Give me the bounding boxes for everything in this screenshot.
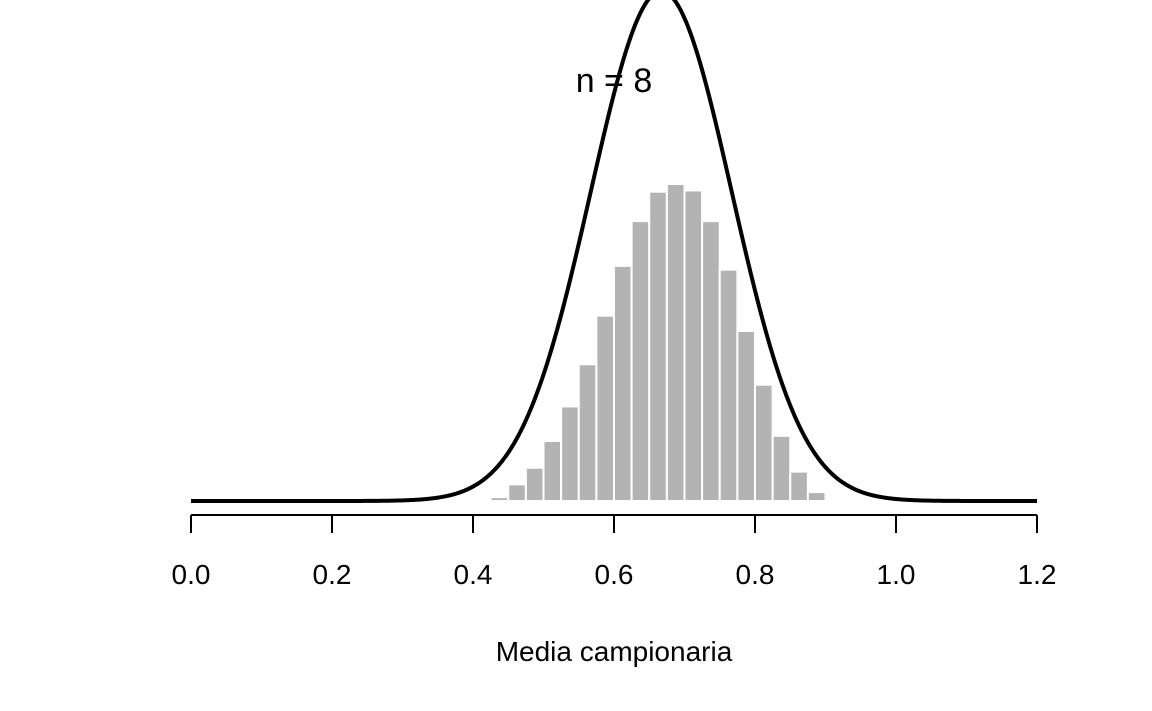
x-tick-label: 0.2: [313, 559, 352, 590]
density-curve: [191, 0, 1037, 503]
histogram-bar: [595, 314, 615, 502]
histogram-bar: [542, 439, 563, 502]
histogram-bar: [736, 330, 756, 502]
histogram-bar: [577, 363, 598, 502]
histogram-bar: [489, 496, 510, 502]
histogram-bar: [718, 268, 739, 502]
histogram-bar: [665, 183, 686, 502]
x-axis-label: Media campionaria: [496, 636, 733, 667]
histogram-bar: [648, 190, 668, 502]
x-tick-label: 0.0: [172, 559, 211, 590]
histogram-bar: [524, 466, 545, 503]
x-tick-label: 0.4: [454, 559, 493, 590]
histogram-bar: [613, 264, 633, 502]
histogram-bar: [507, 483, 527, 502]
x-tick-label: 0.6: [595, 559, 634, 590]
x-tick-label: 1.2: [1018, 559, 1057, 590]
x-tick-label: 1.0: [877, 559, 916, 590]
x-tick-label: 0.8: [736, 559, 775, 590]
histogram-bar: [771, 434, 792, 502]
histogram-bar: [683, 189, 704, 502]
histogram-bar: [789, 470, 809, 502]
histogram-bar: [630, 220, 651, 502]
histogram-bars: [489, 183, 827, 503]
histogram-bar: [560, 405, 580, 503]
x-axis: 0.0 0.2 0.4 0.6 0.8 1.0 1.2: [172, 514, 1057, 590]
histogram-bar: [754, 383, 774, 502]
histogram-bar: [806, 491, 827, 502]
histogram-bar: [701, 220, 721, 502]
